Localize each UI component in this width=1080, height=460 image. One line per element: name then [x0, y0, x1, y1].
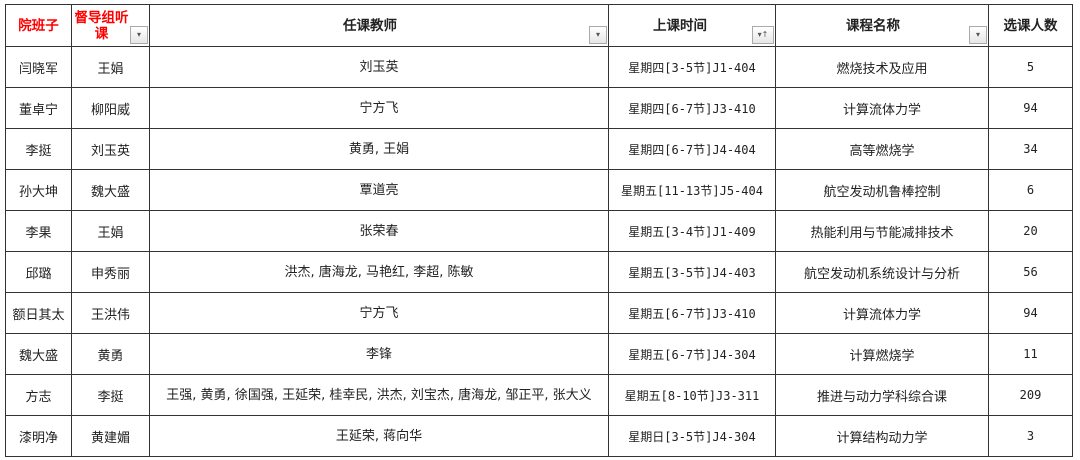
enrollment-cell[interactable]: 3: [988, 415, 1073, 457]
leader-cell[interactable]: 李果: [5, 210, 72, 252]
course-cell[interactable]: 计算结构动力学: [775, 415, 989, 457]
course-cell[interactable]: 计算燃烧学: [775, 333, 989, 375]
course-cell[interactable]: 计算流体力学: [775, 292, 989, 334]
header-enrollment: 选课人数: [988, 4, 1073, 47]
leader-cell[interactable]: 邱璐: [5, 251, 72, 293]
leader-cell[interactable]: 孙大坤: [5, 169, 72, 211]
time-cell[interactable]: 星期五[6-7节]J4-304: [608, 333, 776, 375]
course-cell[interactable]: 推进与动力学科综合课: [775, 374, 989, 416]
table-row: 魏大盛 黄勇 李锋 星期五[6-7节]J4-304 计算燃烧学 11: [5, 333, 1073, 375]
leader-cell[interactable]: 魏大盛: [5, 333, 72, 375]
course-cell[interactable]: 热能利用与节能减排技术: [775, 210, 989, 252]
supervisor-cell[interactable]: 王洪伟: [71, 292, 150, 334]
table-row: 李果 王娟 张荣春 星期五[3-4节]J1-409 热能利用与节能减排技术 20: [5, 210, 1073, 252]
table-row: 董卓宁 柳阳威 宁方飞 星期四[6-7节]J3-410 计算流体力学 94: [5, 87, 1073, 129]
supervisor-cell[interactable]: 王娟: [71, 210, 150, 252]
table-row: 邱璐 申秀丽 洪杰, 唐海龙, 马艳红, 李超, 陈敏 星期五[3-5节]J4-403…: [5, 251, 1073, 293]
teacher-cell[interactable]: 王强, 黄勇, 徐国强, 王延荣, 桂幸民, 洪杰, 刘宝杰, 唐海龙, 邹正平…: [149, 374, 609, 416]
leader-cell[interactable]: 额日其太: [5, 292, 72, 334]
table-row: 孙大坤 魏大盛 覃道亮 星期五[11-13节]J5-404 航空发动机鲁棒控制 6: [5, 169, 1073, 211]
time-cell[interactable]: 星期四[3-5节]J1-404: [608, 46, 776, 88]
time-cell[interactable]: 星期五[11-13节]J5-404: [608, 169, 776, 211]
course-cell[interactable]: 航空发动机鲁棒控制: [775, 169, 989, 211]
time-cell[interactable]: 星期五[3-4节]J1-409: [608, 210, 776, 252]
time-cell[interactable]: 星期五[8-10节]J3-311: [608, 374, 776, 416]
schedule-table: 院班子 督导组听课 ▾ 任课教师 ▾ 上课时间 ▾↑ 课程名称 ▾ 选课人数 闫晓军 王娟…: [5, 4, 1073, 457]
supervisor-cell[interactable]: 申秀丽: [71, 251, 150, 293]
table-row: 闫晓军 王娟 刘玉英 星期四[3-5节]J1-404 燃烧技术及应用 5: [5, 46, 1073, 88]
supervisor-cell[interactable]: 王娟: [71, 46, 150, 88]
enrollment-cell[interactable]: 20: [988, 210, 1073, 252]
sort-filter-icon[interactable]: ▾↑: [752, 26, 774, 44]
time-cell[interactable]: 星期日[3-5节]J4-304: [608, 415, 776, 457]
supervisor-cell[interactable]: 柳阳威: [71, 87, 150, 129]
teacher-cell[interactable]: 王延荣, 蒋向华: [149, 415, 609, 457]
teacher-cell[interactable]: 宁方飞: [149, 87, 609, 129]
leader-cell[interactable]: 李挺: [5, 128, 72, 170]
course-cell[interactable]: 燃烧技术及应用: [775, 46, 989, 88]
enrollment-cell[interactable]: 56: [988, 251, 1073, 293]
table-row: 李挺 刘玉英 黄勇, 王娟 星期四[6-7节]J4-404 高等燃烧学 34: [5, 128, 1073, 170]
supervisor-cell[interactable]: 李挺: [71, 374, 150, 416]
enrollment-cell[interactable]: 5: [988, 46, 1073, 88]
time-cell[interactable]: 星期四[6-7节]J3-410: [608, 87, 776, 129]
table-row: 漆明净 黄建媚 王延荣, 蒋向华 星期日[3-5节]J4-304 计算结构动力学 3: [5, 415, 1073, 457]
time-cell[interactable]: 星期四[6-7节]J4-404: [608, 128, 776, 170]
enrollment-cell[interactable]: 6: [988, 169, 1073, 211]
supervisor-cell[interactable]: 刘玉英: [71, 128, 150, 170]
supervisor-cell[interactable]: 黄勇: [71, 333, 150, 375]
enrollment-cell[interactable]: 11: [988, 333, 1073, 375]
filter-dropdown-icon[interactable]: ▾: [589, 26, 607, 44]
header-time: 上课时间 ▾↑: [608, 4, 776, 47]
enrollment-cell[interactable]: 94: [988, 292, 1073, 334]
header-course: 课程名称 ▾: [775, 4, 989, 47]
supervisor-cell[interactable]: 魏大盛: [71, 169, 150, 211]
enrollment-cell[interactable]: 34: [988, 128, 1073, 170]
teacher-cell[interactable]: 洪杰, 唐海龙, 马艳红, 李超, 陈敏: [149, 251, 609, 293]
header-supervisor: 督导组听课 ▾: [71, 4, 150, 47]
teacher-cell[interactable]: 张荣春: [149, 210, 609, 252]
table-row: 额日其太 王洪伟 宁方飞 星期五[6-7节]J3-410 计算流体力学 94: [5, 292, 1073, 334]
teacher-cell[interactable]: 刘玉英: [149, 46, 609, 88]
course-cell[interactable]: 航空发动机系统设计与分析: [775, 251, 989, 293]
leader-cell[interactable]: 董卓宁: [5, 87, 72, 129]
teacher-cell[interactable]: 覃道亮: [149, 169, 609, 211]
header-leader: 院班子: [5, 4, 72, 47]
header-teacher: 任课教师 ▾: [149, 4, 609, 47]
header-row: 院班子 督导组听课 ▾ 任课教师 ▾ 上课时间 ▾↑ 课程名称 ▾ 选课人数: [5, 4, 1073, 47]
time-cell[interactable]: 星期五[3-5节]J4-403: [608, 251, 776, 293]
leader-cell[interactable]: 方志: [5, 374, 72, 416]
leader-cell[interactable]: 闫晓军: [5, 46, 72, 88]
course-cell[interactable]: 计算流体力学: [775, 87, 989, 129]
enrollment-cell[interactable]: 209: [988, 374, 1073, 416]
filter-dropdown-icon[interactable]: ▾: [130, 26, 148, 44]
enrollment-cell[interactable]: 94: [988, 87, 1073, 129]
table-row: 方志 李挺 王强, 黄勇, 徐国强, 王延荣, 桂幸民, 洪杰, 刘宝杰, 唐海龙,…: [5, 374, 1073, 416]
teacher-cell[interactable]: 黄勇, 王娟: [149, 128, 609, 170]
leader-cell[interactable]: 漆明净: [5, 415, 72, 457]
time-cell[interactable]: 星期五[6-7节]J3-410: [608, 292, 776, 334]
supervisor-cell[interactable]: 黄建媚: [71, 415, 150, 457]
course-cell[interactable]: 高等燃烧学: [775, 128, 989, 170]
teacher-cell[interactable]: 宁方飞: [149, 292, 609, 334]
filter-dropdown-icon[interactable]: ▾: [969, 26, 987, 44]
teacher-cell[interactable]: 李锋: [149, 333, 609, 375]
